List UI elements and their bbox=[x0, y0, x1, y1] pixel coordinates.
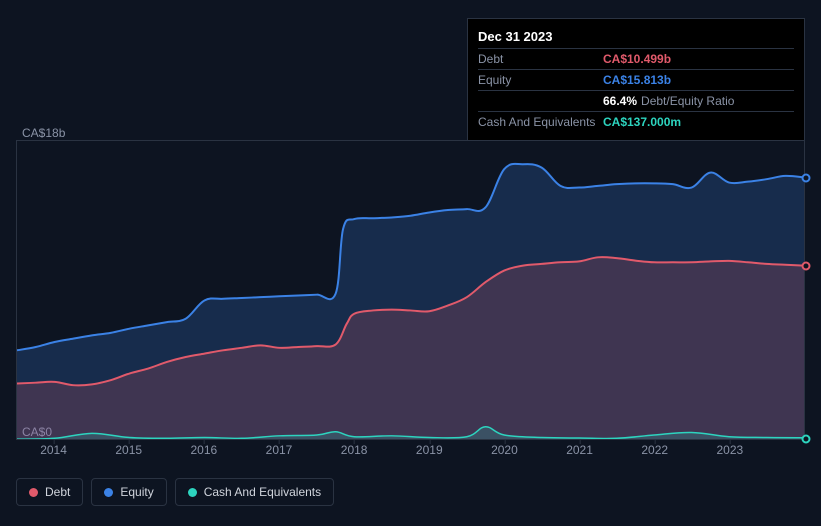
legend-dot-icon bbox=[188, 488, 197, 497]
tooltip-row-value: CA$137.000m bbox=[603, 115, 681, 129]
legend-item-debt[interactable]: Debt bbox=[16, 478, 83, 506]
legend-item-cash-and-equivalents[interactable]: Cash And Equivalents bbox=[175, 478, 334, 506]
tooltip-row-value: CA$15.813b bbox=[603, 73, 671, 87]
tooltip-row: 66.4%Debt/Equity Ratio bbox=[478, 90, 794, 111]
end-marker-equity bbox=[802, 173, 811, 182]
tooltip-row-label bbox=[478, 94, 603, 108]
legend-dot-icon bbox=[29, 488, 38, 497]
chart-legend: Debt Equity Cash And Equivalents bbox=[16, 478, 334, 506]
x-tick: 2016 bbox=[190, 443, 217, 457]
x-tick: 2019 bbox=[416, 443, 443, 457]
y-axis-top-label: CA$18b bbox=[22, 126, 65, 140]
tooltip-row-value: CA$10.499b bbox=[603, 52, 671, 66]
x-tick: 2014 bbox=[40, 443, 67, 457]
tooltip-row: Cash And EquivalentsCA$137.000m bbox=[478, 111, 794, 132]
x-tick: 2023 bbox=[716, 443, 743, 457]
x-tick: 2017 bbox=[266, 443, 293, 457]
chart-svg bbox=[17, 141, 804, 440]
legend-dot-icon bbox=[104, 488, 113, 497]
end-marker-debt bbox=[802, 262, 811, 271]
x-tick: 2021 bbox=[566, 443, 593, 457]
x-tick: 2018 bbox=[341, 443, 368, 457]
tooltip-row: EquityCA$15.813b bbox=[478, 69, 794, 90]
x-tick: 2020 bbox=[491, 443, 518, 457]
x-tick: 2015 bbox=[115, 443, 142, 457]
chart-tooltip: Dec 31 2023 DebtCA$10.499bEquityCA$15.81… bbox=[467, 18, 805, 141]
tooltip-row: DebtCA$10.499b bbox=[478, 48, 794, 69]
legend-item-equity[interactable]: Equity bbox=[91, 478, 166, 506]
legend-label: Equity bbox=[120, 485, 153, 499]
tooltip-row-label: Equity bbox=[478, 73, 603, 87]
tooltip-date: Dec 31 2023 bbox=[478, 27, 794, 48]
x-axis: 2014 2015 2016 2017 2018 2019 2020 2021 2022 2023 bbox=[16, 441, 805, 461]
x-tick: 2022 bbox=[641, 443, 668, 457]
legend-label: Cash And Equivalents bbox=[204, 485, 321, 499]
tooltip-row-value: 66.4%Debt/Equity Ratio bbox=[603, 94, 734, 108]
legend-label: Debt bbox=[45, 485, 70, 499]
tooltip-row-label: Debt bbox=[478, 52, 603, 66]
chart-plot-area bbox=[16, 140, 805, 440]
tooltip-row-label: Cash And Equivalents bbox=[478, 115, 603, 129]
